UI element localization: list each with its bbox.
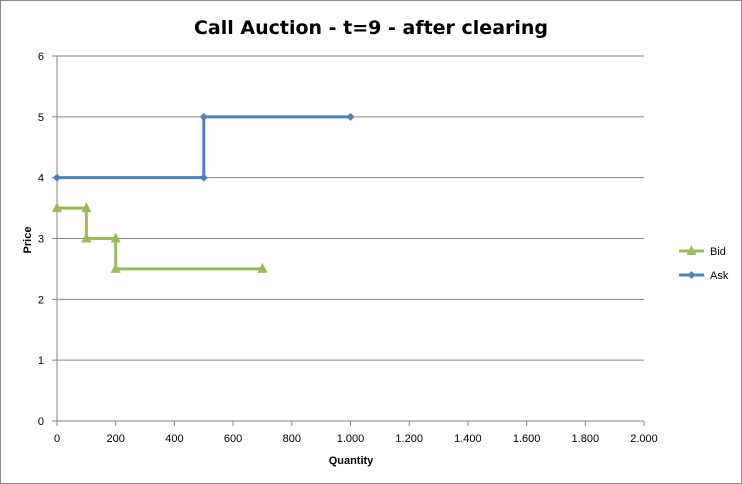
series-layer	[52, 112, 355, 273]
legend: Bid Ask	[679, 245, 729, 282]
legend-marker-ask	[687, 271, 696, 279]
x-tick-label-1200: 1.200	[395, 433, 423, 445]
x-tick-label-600: 600	[224, 433, 242, 445]
series-line-bid	[57, 206, 263, 271]
x-tick-label-1800: 1.800	[572, 433, 600, 445]
x-tick-label-200: 200	[107, 433, 125, 445]
y-tick-label-1: 1	[38, 355, 44, 367]
x-tick-label-1000: 1.000	[337, 433, 365, 445]
y-tick-label-6: 6	[38, 51, 44, 63]
x-tick-label-1400: 1.400	[454, 433, 482, 445]
series-ask	[53, 112, 355, 182]
x-axis-label: Quantity	[329, 455, 374, 467]
point-ask-1	[199, 173, 208, 182]
x-tick-label-0: 0	[54, 433, 60, 445]
point-bid-5	[257, 262, 268, 273]
x-tick-label-400: 400	[165, 433, 183, 445]
x-tick-label-800: 800	[283, 433, 301, 445]
point-ask-2	[199, 112, 208, 121]
series-line-ask	[57, 115, 351, 180]
y-tick-label-5: 5	[38, 112, 44, 124]
legend-entry-bid: Bid	[679, 245, 726, 258]
legend-label-bid: Bid	[710, 246, 726, 258]
y-tick-label-2: 2	[38, 294, 44, 306]
axes	[52, 55, 645, 426]
x-tick-label-1600: 1.600	[513, 433, 541, 445]
point-ask-3	[346, 112, 355, 121]
tick-labels: 0 1 2 3 4 5 6 0 200 400 600 800 1.000 1.200 1.400 1.600…	[38, 51, 658, 445]
gridlines	[57, 55, 644, 361]
legend-entry-ask: Ask	[679, 270, 729, 282]
point-ask-0	[53, 173, 61, 182]
series-bid	[52, 202, 268, 273]
point-bid-1	[81, 202, 92, 213]
y-tick-label-0: 0	[38, 416, 44, 428]
y-tick-label-3: 3	[38, 234, 44, 246]
point-bid-4	[110, 262, 121, 273]
x-tick-label-2000: 2.000	[630, 433, 658, 445]
y-tick-label-4: 4	[38, 173, 44, 185]
point-bid-2	[81, 232, 92, 243]
legend-label-ask: Ask	[710, 270, 729, 282]
chart-title: Call Auction - t=9 - after clearing	[194, 17, 548, 39]
legend-marker-bid	[686, 245, 697, 255]
point-bid-0	[52, 202, 62, 213]
y-axis-label: Price	[22, 227, 34, 254]
point-bid-3	[110, 232, 121, 243]
